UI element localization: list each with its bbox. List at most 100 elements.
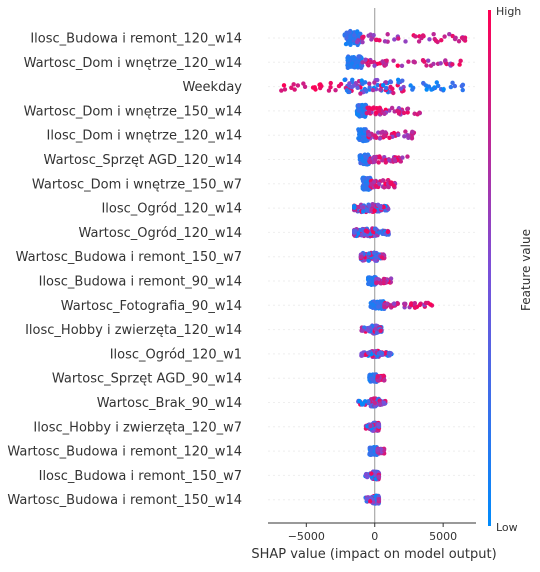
- data-point: [367, 279, 371, 283]
- feature-label: Wartosc_Budowa i remont_150_w7: [16, 250, 242, 265]
- data-point: [378, 205, 382, 209]
- data-point: [378, 136, 382, 140]
- data-point: [413, 305, 417, 309]
- data-point: [441, 87, 445, 91]
- data-point: [356, 54, 360, 58]
- data-point: [373, 401, 377, 405]
- data-point: [381, 280, 385, 284]
- data-point: [372, 180, 376, 184]
- data-point: [400, 64, 404, 68]
- data-point: [374, 184, 378, 188]
- data-point: [369, 471, 373, 475]
- data-point: [296, 83, 300, 87]
- colorbar-title: Feature value: [519, 229, 533, 311]
- data-point: [439, 61, 443, 65]
- data-point: [372, 251, 376, 255]
- data-point: [428, 302, 432, 306]
- data-point: [367, 133, 371, 137]
- data-point: [386, 230, 390, 234]
- data-point: [393, 158, 397, 162]
- data-point: [368, 160, 372, 164]
- feature-labels: Ilosc_Budowa i remont_120_w14 Wartosc_Dom…: [7, 32, 242, 509]
- data-point: [377, 475, 381, 479]
- data-point: [462, 37, 466, 41]
- data-point: [458, 59, 462, 63]
- data-point: [396, 133, 400, 137]
- data-point: [352, 204, 356, 208]
- data-point: [374, 135, 378, 139]
- data-point: [329, 81, 333, 85]
- data-point: [364, 88, 368, 92]
- data-point: [358, 154, 362, 158]
- data-point: [443, 58, 447, 62]
- data-point: [352, 231, 356, 235]
- data-point: [359, 353, 363, 357]
- data-point: [390, 87, 394, 91]
- data-point: [360, 401, 364, 405]
- data-point: [282, 83, 286, 87]
- data-point: [384, 160, 388, 164]
- data-point: [361, 35, 365, 39]
- feature-label: Wartosc_Ogród_120_w14: [78, 226, 242, 241]
- feature-label: Ilosc_Hobby i zwierzęta_120_w7: [33, 420, 242, 435]
- data-point: [347, 39, 351, 43]
- data-point: [421, 34, 425, 38]
- data-point: [399, 87, 403, 91]
- feature-label: Ilosc_Budowa i remont_120_w14: [30, 32, 242, 47]
- data-point: [357, 132, 361, 136]
- data-point: [387, 351, 391, 355]
- colorbar: High Low Feature value: [488, 5, 533, 534]
- data-point: [317, 83, 321, 87]
- data-point: [396, 63, 400, 67]
- data-point: [434, 39, 438, 43]
- data-point: [365, 111, 369, 115]
- data-point: [385, 32, 389, 36]
- data-point: [313, 85, 317, 89]
- data-point: [383, 39, 387, 43]
- data-point: [426, 58, 430, 62]
- data-point: [384, 63, 388, 67]
- data-point: [347, 81, 351, 85]
- data-point: [372, 396, 376, 400]
- feature-label: Wartosc_Dom i wnętrze_150_w14: [24, 104, 242, 119]
- data-point: [375, 374, 379, 378]
- data-point: [461, 88, 465, 92]
- data-point: [395, 109, 399, 113]
- data-point: [431, 32, 435, 36]
- data-point: [328, 85, 332, 89]
- data-point: [360, 40, 364, 44]
- data-point: [373, 258, 377, 262]
- data-point: [358, 91, 362, 95]
- data-point: [360, 82, 364, 86]
- data-point: [413, 34, 417, 38]
- feature-label: Wartosc_Sprzęt AGD_120_w14: [44, 153, 242, 168]
- data-point: [382, 305, 386, 309]
- data-point: [385, 58, 389, 62]
- data-point: [382, 401, 386, 405]
- data-point: [402, 111, 406, 115]
- data-point: [382, 133, 386, 137]
- data-point: [361, 209, 365, 213]
- data-point: [457, 39, 461, 43]
- data-point: [378, 88, 382, 92]
- data-point: [348, 35, 352, 39]
- data-point: [361, 205, 365, 209]
- data-point: [369, 37, 373, 41]
- feature-label: Ilosc_Ogród_120_w1: [110, 347, 242, 362]
- data-point: [367, 81, 371, 85]
- data-point: [392, 37, 396, 41]
- data-point: [366, 258, 370, 262]
- data-point: [435, 80, 439, 84]
- data-point: [372, 80, 376, 84]
- data-point: [371, 33, 375, 37]
- data-point: [391, 91, 395, 95]
- data-point: [413, 301, 417, 305]
- feature-label: Wartosc_Dom i wnętrze_150_w7: [32, 177, 242, 192]
- feature-label: Wartosc_Fotografia_90_w14: [61, 299, 242, 314]
- data-point: [371, 107, 375, 111]
- data-point: [368, 424, 372, 428]
- data-point: [355, 86, 359, 90]
- data-point: [406, 134, 410, 138]
